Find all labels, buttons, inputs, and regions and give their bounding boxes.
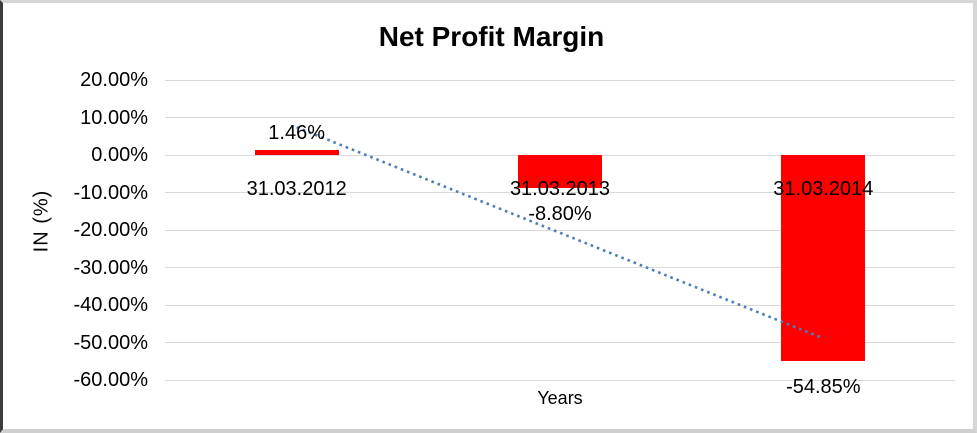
y-axis-tick-label: -10.00% <box>73 181 149 204</box>
gridline <box>165 192 955 193</box>
y-axis-tick-label: -20.00% <box>73 219 149 241</box>
category-label: 31.03.2014 <box>773 178 874 200</box>
y-axis-tick-label: -50.00% <box>73 331 149 354</box>
gridline <box>165 379 955 381</box>
data-label: 1.46% <box>268 121 326 144</box>
gridline <box>165 117 955 118</box>
data-label: -54.85% <box>786 375 861 398</box>
y-axis-tick-label: -40.00% <box>73 294 149 316</box>
y-axis-tick-label: 0.00% <box>91 144 148 166</box>
gridline <box>165 304 955 306</box>
gridline <box>165 267 955 268</box>
x-axis-title: Years <box>537 388 583 408</box>
y-axis-tick-label: -60.00% <box>73 369 149 391</box>
bar <box>518 155 602 188</box>
gridline <box>165 79 955 81</box>
data-label: -8.80% <box>528 203 592 225</box>
y-axis-tick-label: -30.00% <box>73 256 149 279</box>
bar <box>254 149 339 155</box>
trendline <box>296 126 824 340</box>
gridline <box>165 342 955 343</box>
y-axis-tick-label: 20.00% <box>80 69 148 91</box>
y-axis-tick-label: 10.00% <box>80 106 148 129</box>
plot-area: 31.03.2012 1.46% 31.03.2013 -8.80% 31.03.201… <box>165 79 955 398</box>
category-label: 31.03.2013 <box>509 178 611 200</box>
category-label: 31.03.2012 <box>246 178 347 200</box>
gridline <box>165 229 955 231</box>
chart-title: Net Profit Margin <box>378 21 605 52</box>
